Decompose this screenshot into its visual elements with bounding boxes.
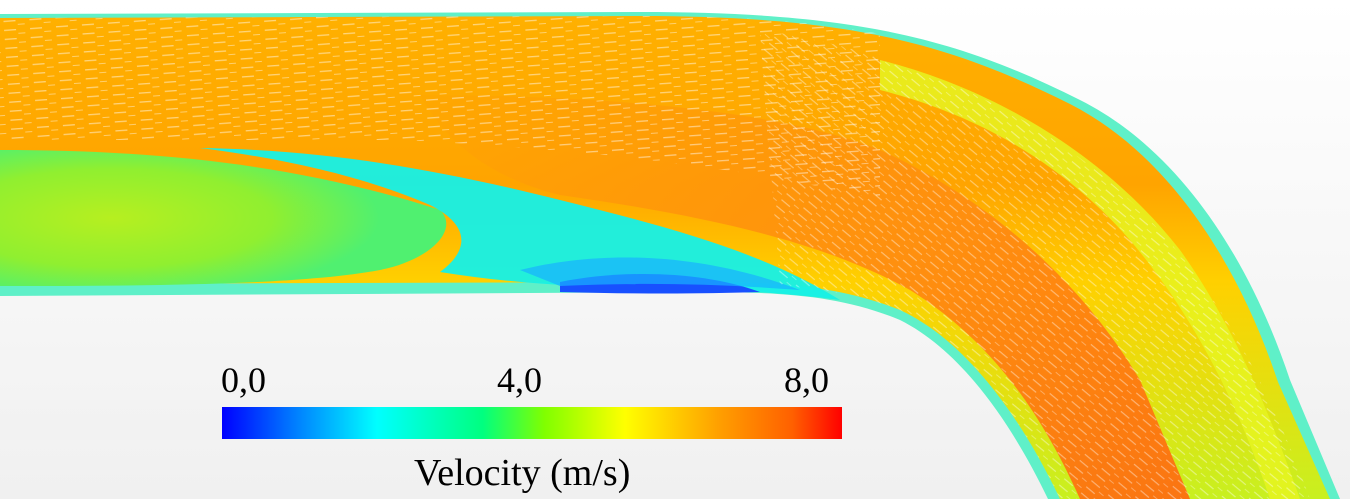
fast-core-band (420, 95, 1190, 499)
streamline-texture-straight (0, 16, 880, 200)
low-speed-fringe (520, 257, 800, 290)
colorbar-max-label: 8,0 (784, 360, 829, 400)
colorbar-title: Velocity (m/s) (414, 452, 631, 494)
colorbar-mid-label: 4,0 (497, 360, 542, 400)
colorbar-gradient (222, 407, 842, 439)
mid-speed-core (0, 150, 447, 286)
colorbar-min-label: 0,0 (221, 360, 266, 400)
streamline-texture-bend (760, 30, 1310, 499)
